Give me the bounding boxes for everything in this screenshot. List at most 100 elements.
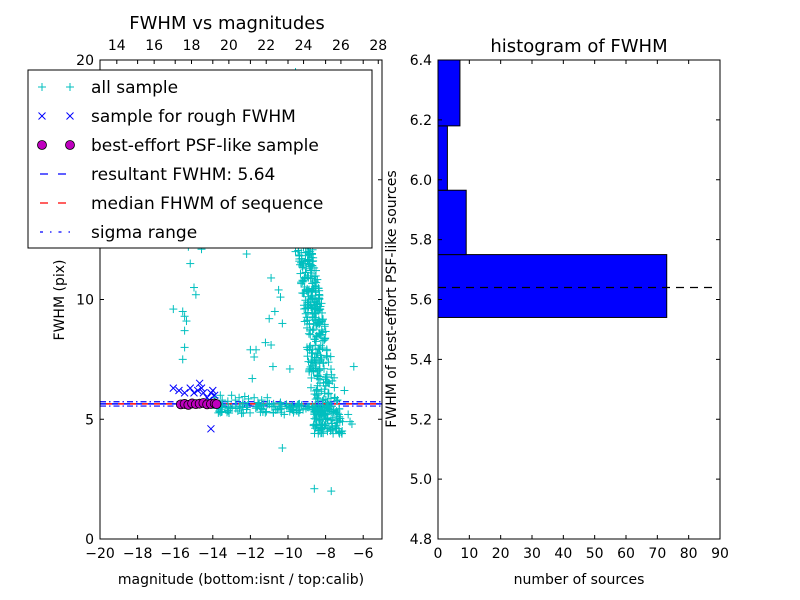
all-sample-point (252, 402, 261, 411)
all-sample-point (319, 359, 328, 368)
all-sample-point (303, 316, 312, 325)
all-sample-point (304, 403, 313, 412)
all-sample-point (306, 383, 315, 392)
all-sample-point (242, 249, 251, 258)
histogram-ticks: 0 10 20 30 40 50 60 70 80 90 4.8 5.0 5.2 5.4 5.6 5.8 6.0… (410, 53, 729, 562)
rough-fwhm-point (208, 386, 217, 395)
all-sample-point (323, 427, 332, 436)
all-sample-point (311, 295, 320, 304)
all-sample-point (178, 355, 187, 364)
scatter-xtick-label: −8 (315, 546, 336, 562)
legend-x-marker (66, 112, 74, 120)
all-sample-point (308, 249, 317, 258)
all-sample-point (315, 291, 324, 300)
all-sample-point (261, 338, 270, 347)
all-sample-point (327, 408, 336, 417)
all-sample-point (267, 341, 276, 350)
all-sample-point (250, 352, 259, 361)
legend-entry: sigma range (40, 223, 197, 243)
scatter-ytick-label: 5 (85, 412, 94, 428)
all-sample-point (242, 405, 251, 414)
all-sample-point (309, 253, 318, 262)
legend-x-marker (38, 112, 46, 120)
all-sample-point (324, 389, 333, 398)
scatter-ylabel: FWHM (pix) (52, 260, 68, 341)
legend-plus-marker (38, 83, 46, 91)
all-sample-point (263, 393, 272, 402)
histogram-ytick-label: 6.2 (410, 113, 432, 129)
all-sample-point (186, 259, 195, 268)
all-sample-point (216, 391, 225, 400)
all-sample-point (190, 283, 198, 292)
histogram-ytick-label: 5.8 (410, 233, 432, 249)
legend-entry: sample for rough FWHM (38, 107, 296, 127)
all-sample-point (262, 407, 271, 416)
legend-circle-marker (37, 140, 47, 150)
histogram-xtick-label: 0 (434, 546, 443, 562)
all-sample-point (305, 364, 314, 373)
all-sample-point (250, 393, 259, 402)
all-sample-point (317, 387, 326, 396)
all-sample-point (295, 408, 304, 417)
all-sample-point (305, 255, 314, 264)
all-sample-point (315, 305, 324, 314)
all-sample-point (301, 309, 310, 318)
all-sample-point (329, 429, 338, 438)
rough-fwhm-point (169, 384, 178, 392)
all-sample-point (326, 365, 335, 374)
all-sample-point (312, 413, 321, 422)
rough-fwhm-point (193, 386, 202, 395)
all-sample-point (313, 306, 322, 315)
all-sample-point (259, 400, 268, 409)
scatter-xtick-label: −18 (123, 546, 153, 562)
all-sample-point (305, 402, 314, 411)
all-sample-point (326, 352, 335, 361)
all-sample-point (310, 390, 319, 399)
scatter-xtick-label: −14 (198, 546, 228, 562)
all-sample-point (302, 264, 311, 273)
all-sample-point (316, 416, 325, 425)
legend-entry: all sample (38, 78, 178, 98)
all-sample-point (233, 406, 242, 415)
histogram-ytick-label: 6.4 (410, 53, 432, 69)
scatter-xtick-label: −6 (353, 546, 374, 562)
all-sample-point (223, 397, 232, 406)
all-sample-point (307, 268, 316, 277)
legend-entry: median FHWM of sequence (40, 194, 323, 214)
all-sample-point (276, 405, 285, 414)
all-sample-point (261, 408, 270, 417)
all-sample-point (308, 345, 317, 354)
all-sample-point (296, 258, 305, 267)
all-sample-point (299, 405, 308, 414)
legend-label: sample for rough FWHM (91, 107, 296, 127)
all-sample-point (291, 247, 300, 256)
all-sample-point (306, 330, 315, 339)
all-sample-point (246, 408, 255, 417)
histogram-plot: 0 10 20 30 40 50 60 70 80 90 4.8 5.0 5.2 5.4 5.6 5.8 6.0… (384, 36, 729, 588)
scatter-xtick-label: −12 (236, 546, 266, 562)
all-sample-point (321, 327, 330, 336)
all-sample-point (243, 401, 252, 410)
all-sample-point (280, 410, 289, 419)
scatter-title: FWHM vs magnitudes (129, 13, 324, 34)
legend-label: resultant FWHM: 5.64 (91, 165, 275, 185)
all-sample-point (312, 350, 321, 359)
legend-label: all sample (91, 78, 178, 98)
histogram-bars (438, 60, 668, 318)
rough-fwhm-point (197, 384, 206, 392)
all-sample-point (240, 392, 249, 401)
all-sample-point (252, 345, 261, 354)
all-sample-point (191, 290, 200, 299)
all-sample-point (218, 407, 227, 416)
all-sample-point (293, 400, 302, 409)
all-sample-point (321, 410, 330, 419)
histogram-title: histogram of FWHM (490, 36, 667, 57)
legend-entry: resultant FWHM: 5.64 (40, 165, 275, 185)
all-sample-point (257, 396, 266, 405)
all-sample-point (278, 443, 287, 452)
all-sample-point (305, 319, 314, 328)
all-sample-point (180, 326, 189, 335)
legend-box (27, 69, 373, 249)
rough-fwhm-point (190, 389, 198, 397)
all-sample-point (282, 402, 291, 411)
